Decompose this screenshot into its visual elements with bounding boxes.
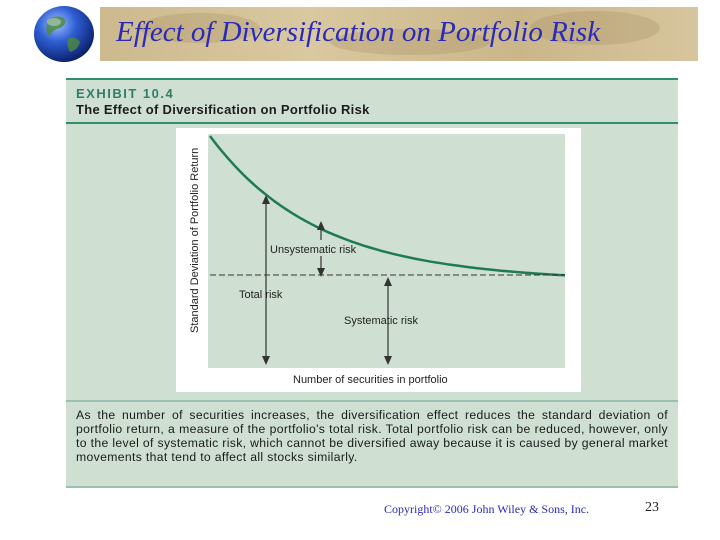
diagram-frame: Unsystematic risk Total risk Systematic … [176, 128, 581, 392]
total-risk-arrowhead-down [262, 356, 270, 365]
exhibit-label: EXHIBIT 10.4 [76, 86, 175, 101]
globe-icon [34, 6, 94, 62]
map-texture [140, 13, 260, 43]
exhibit-title: The Effect of Diversification on Portfol… [76, 102, 370, 117]
risk-diagram: Unsystematic risk Total risk Systematic … [189, 134, 566, 386]
copyright-footer: Copyright© 2006 John Wiley & Sons, Inc. [384, 502, 590, 516]
unsystematic-arrowhead-down [317, 268, 325, 277]
slide-title: Effect of Diversification on Portfolio R… [116, 16, 601, 48]
total-risk-curve [209, 135, 566, 277]
unsystematic-arrowhead-up [317, 221, 325, 230]
map-texture [330, 29, 490, 55]
map-texture [530, 11, 660, 45]
slide-title-bar [100, 7, 698, 61]
total-risk-label: Total risk [239, 289, 283, 301]
total-risk-arrowhead-up [262, 195, 270, 204]
x-axis-label: Number of securities in portfolio [293, 374, 448, 386]
exhibit-header: EXHIBIT 10.4 The Effect of Diversificati… [66, 78, 678, 124]
systematic-risk-label: Systematic risk [344, 315, 418, 327]
systematic-arrowhead-up [384, 277, 392, 286]
page-number: 23 [645, 500, 659, 515]
exhibit-caption: As the number of securities increases, t… [66, 400, 678, 488]
y-axis-label: Standard Deviation of Portfolio Return [189, 148, 201, 333]
systematic-arrowhead-down [384, 356, 392, 365]
caption-text: As the number of securities increases, t… [76, 408, 668, 464]
unsystematic-risk-label: Unsystematic risk [270, 244, 357, 256]
exhibit-panel: EXHIBIT 10.4 The Effect of Diversificati… [66, 78, 678, 488]
